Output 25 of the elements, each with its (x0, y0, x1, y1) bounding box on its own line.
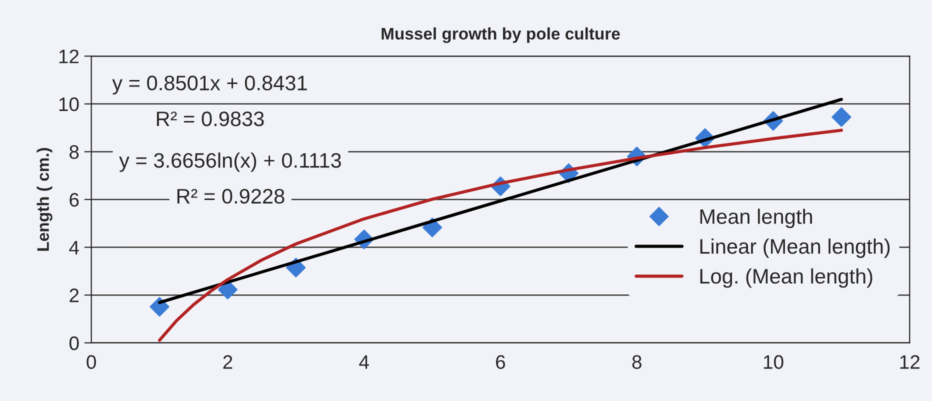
y-tick-label: 4 (69, 240, 79, 254)
x-tick-label: 8 (632, 355, 642, 369)
legend-label: Mean length (700, 208, 812, 228)
y-tick-label: 12 (59, 50, 79, 64)
x-tick-label: 2 (223, 355, 232, 369)
legend-label: Linear (Mean length) (700, 238, 890, 258)
x-tick-label: 0 (86, 355, 96, 369)
annotation: y = 3.6656ln(x) + 0.1113 (119, 152, 341, 172)
y-tick-label: 10 (59, 97, 79, 112)
y-tick-label: 6 (70, 192, 79, 207)
y-axis-title: Length ( cm.) (36, 148, 52, 251)
y-tick-label: 8 (70, 145, 79, 159)
x-tick-label: 12 (900, 355, 920, 369)
x-tick-label: 6 (496, 355, 506, 369)
point (150, 296, 170, 317)
annotation: R² = 0.9228 (177, 188, 284, 204)
chart-title: Mussel growth by pole culture (382, 27, 620, 44)
point (832, 107, 852, 127)
y-tick-label: 2 (70, 288, 79, 302)
annotation: y = 0.8501x + 0.8431 (112, 76, 307, 95)
x-tick-label: 10 (764, 355, 784, 369)
legend-label: Log. (Mean length) (700, 268, 872, 288)
annotation: R² = 0.9833 (156, 111, 264, 126)
x-tick-label: 4 (359, 355, 369, 369)
y-tick-label: 0 (69, 336, 79, 350)
